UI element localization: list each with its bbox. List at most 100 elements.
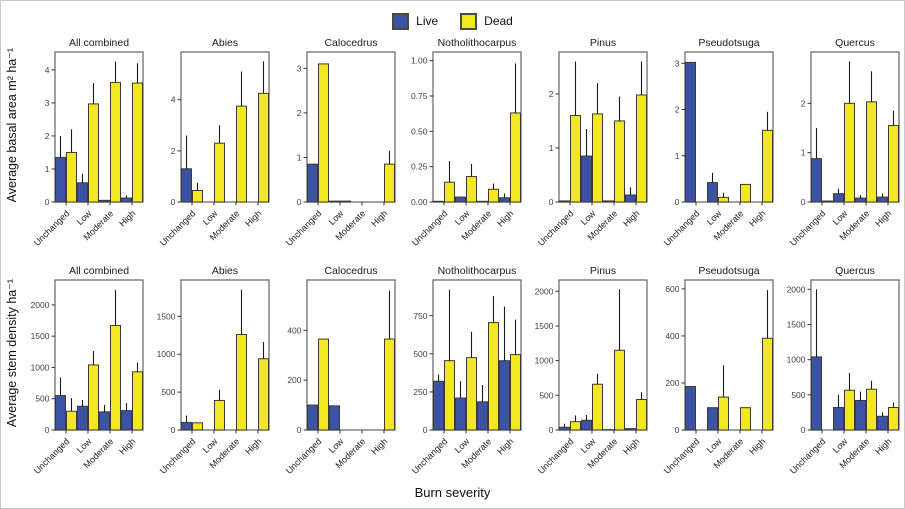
y-tick-label: 3	[675, 58, 680, 68]
x-tick-label: Unchanged	[662, 436, 702, 476]
bar-live	[99, 411, 110, 431]
x-tick-label: High	[495, 208, 515, 228]
y-tick-label: 0	[45, 425, 50, 435]
y-tick-label: 4	[45, 65, 50, 75]
y-tick-label: 1500	[787, 319, 806, 329]
x-tick-label: High	[747, 436, 767, 456]
x-tick-label: High	[369, 208, 389, 228]
x-tick-label: High	[117, 436, 137, 456]
x-tick-label: Unchanged	[410, 208, 450, 248]
bar-dead	[318, 338, 329, 431]
x-tick-label: Low	[831, 208, 850, 227]
bar-dead	[132, 82, 143, 203]
bar-live	[455, 196, 466, 203]
bar-dead	[866, 388, 877, 431]
x-tick-label: Low	[453, 208, 472, 227]
bar-live	[55, 156, 66, 203]
y-tick-label: 600	[665, 284, 679, 294]
bar-dead	[384, 163, 395, 203]
legend-label-live: Live	[416, 14, 439, 28]
y-tick-label: 1500	[157, 311, 176, 321]
bar-live	[581, 419, 592, 431]
bar-dead	[844, 102, 855, 203]
bar-dead	[636, 94, 647, 203]
y-tick-label: 0	[297, 197, 302, 207]
bar-dead	[614, 349, 625, 431]
bar-dead	[384, 338, 395, 431]
x-tick-label: Unchanged	[788, 436, 828, 476]
y-tick-label: 0.50	[411, 126, 428, 136]
bar-dead	[740, 407, 751, 431]
x-tick-label: Low	[201, 436, 220, 455]
bar-live	[99, 199, 110, 203]
y-tick-label: 400	[665, 331, 679, 341]
bar-dead	[236, 105, 247, 203]
legend-label-dead: Dead	[484, 14, 513, 28]
bar-dead	[88, 103, 99, 203]
bar-dead	[570, 421, 581, 431]
bar-dead	[466, 357, 477, 431]
x-tick-label: Low	[831, 436, 850, 455]
bar-live	[811, 356, 822, 431]
bar-live	[55, 395, 66, 431]
x-tick-label: Unchanged	[284, 208, 324, 248]
y-tick-label: 0	[45, 197, 50, 207]
y-tick-label: 1000	[157, 349, 176, 359]
bar-live	[581, 155, 592, 203]
panels-basal-area: All combined 0 1 2 3 4 Unchanged Low Moderate Hig…	[22, 37, 904, 265]
x-tick-label: Unchanged	[158, 208, 198, 248]
bar-dead	[762, 129, 773, 203]
bar-dead	[636, 398, 647, 431]
bar-live	[559, 200, 570, 203]
bar-dead	[236, 334, 247, 431]
panel-all-combined: All combined 0 500 1000 1500 2000 Unchanged Low…	[31, 265, 144, 476]
x-tick-label: Low	[327, 436, 346, 455]
y-tick-label: 0	[675, 197, 680, 207]
bar-live	[603, 200, 614, 203]
bar-live	[833, 406, 844, 431]
y-axis-label-basal-area: Average basal area m² ha⁻¹	[5, 47, 19, 203]
bar-live	[121, 410, 132, 431]
bar-live	[499, 197, 510, 203]
row-stem-density: Average stem density ha⁻¹ All combined 0 5…	[1, 265, 904, 493]
x-tick-label: Unchanged	[536, 436, 576, 476]
y-tick-label: 0	[549, 197, 554, 207]
dead-swatch	[460, 12, 478, 30]
bar-dead	[110, 81, 121, 203]
x-tick-label: High	[747, 208, 767, 228]
y-tick-label: 750	[413, 311, 427, 321]
bar-live	[877, 415, 888, 431]
bar-dead	[466, 176, 477, 203]
bar-live	[685, 385, 696, 431]
panel-title: Pinus	[590, 37, 616, 49]
y-tick-label: 1	[549, 143, 554, 153]
bar-dead	[110, 325, 121, 431]
bar-live	[455, 397, 466, 431]
y-tick-label: 250	[413, 387, 427, 397]
y-tick-label: 0.00	[411, 197, 428, 207]
bar-dead	[844, 389, 855, 431]
y-tick-label: 4	[171, 95, 176, 105]
row-basal-area: Average basal area m² ha⁻¹ All combined 0…	[1, 37, 904, 265]
x-tick-label: High	[243, 208, 263, 228]
x-tick-label: High	[873, 208, 893, 228]
panel-title: All combined	[69, 265, 129, 277]
y-tick-label: 2000	[31, 300, 50, 310]
bar-dead	[318, 63, 329, 203]
y-tick-label: 0	[549, 425, 554, 435]
x-tick-label: Unchanged	[536, 208, 576, 248]
x-tick-label: Low	[327, 208, 346, 227]
legend-item-dead: Dead	[460, 12, 513, 30]
y-tick-label: 2	[675, 105, 680, 115]
y-tick-label: 3	[297, 63, 302, 73]
x-tick-label: High	[495, 436, 515, 456]
bar-live	[625, 194, 636, 203]
x-tick-label: Unchanged	[158, 436, 198, 476]
